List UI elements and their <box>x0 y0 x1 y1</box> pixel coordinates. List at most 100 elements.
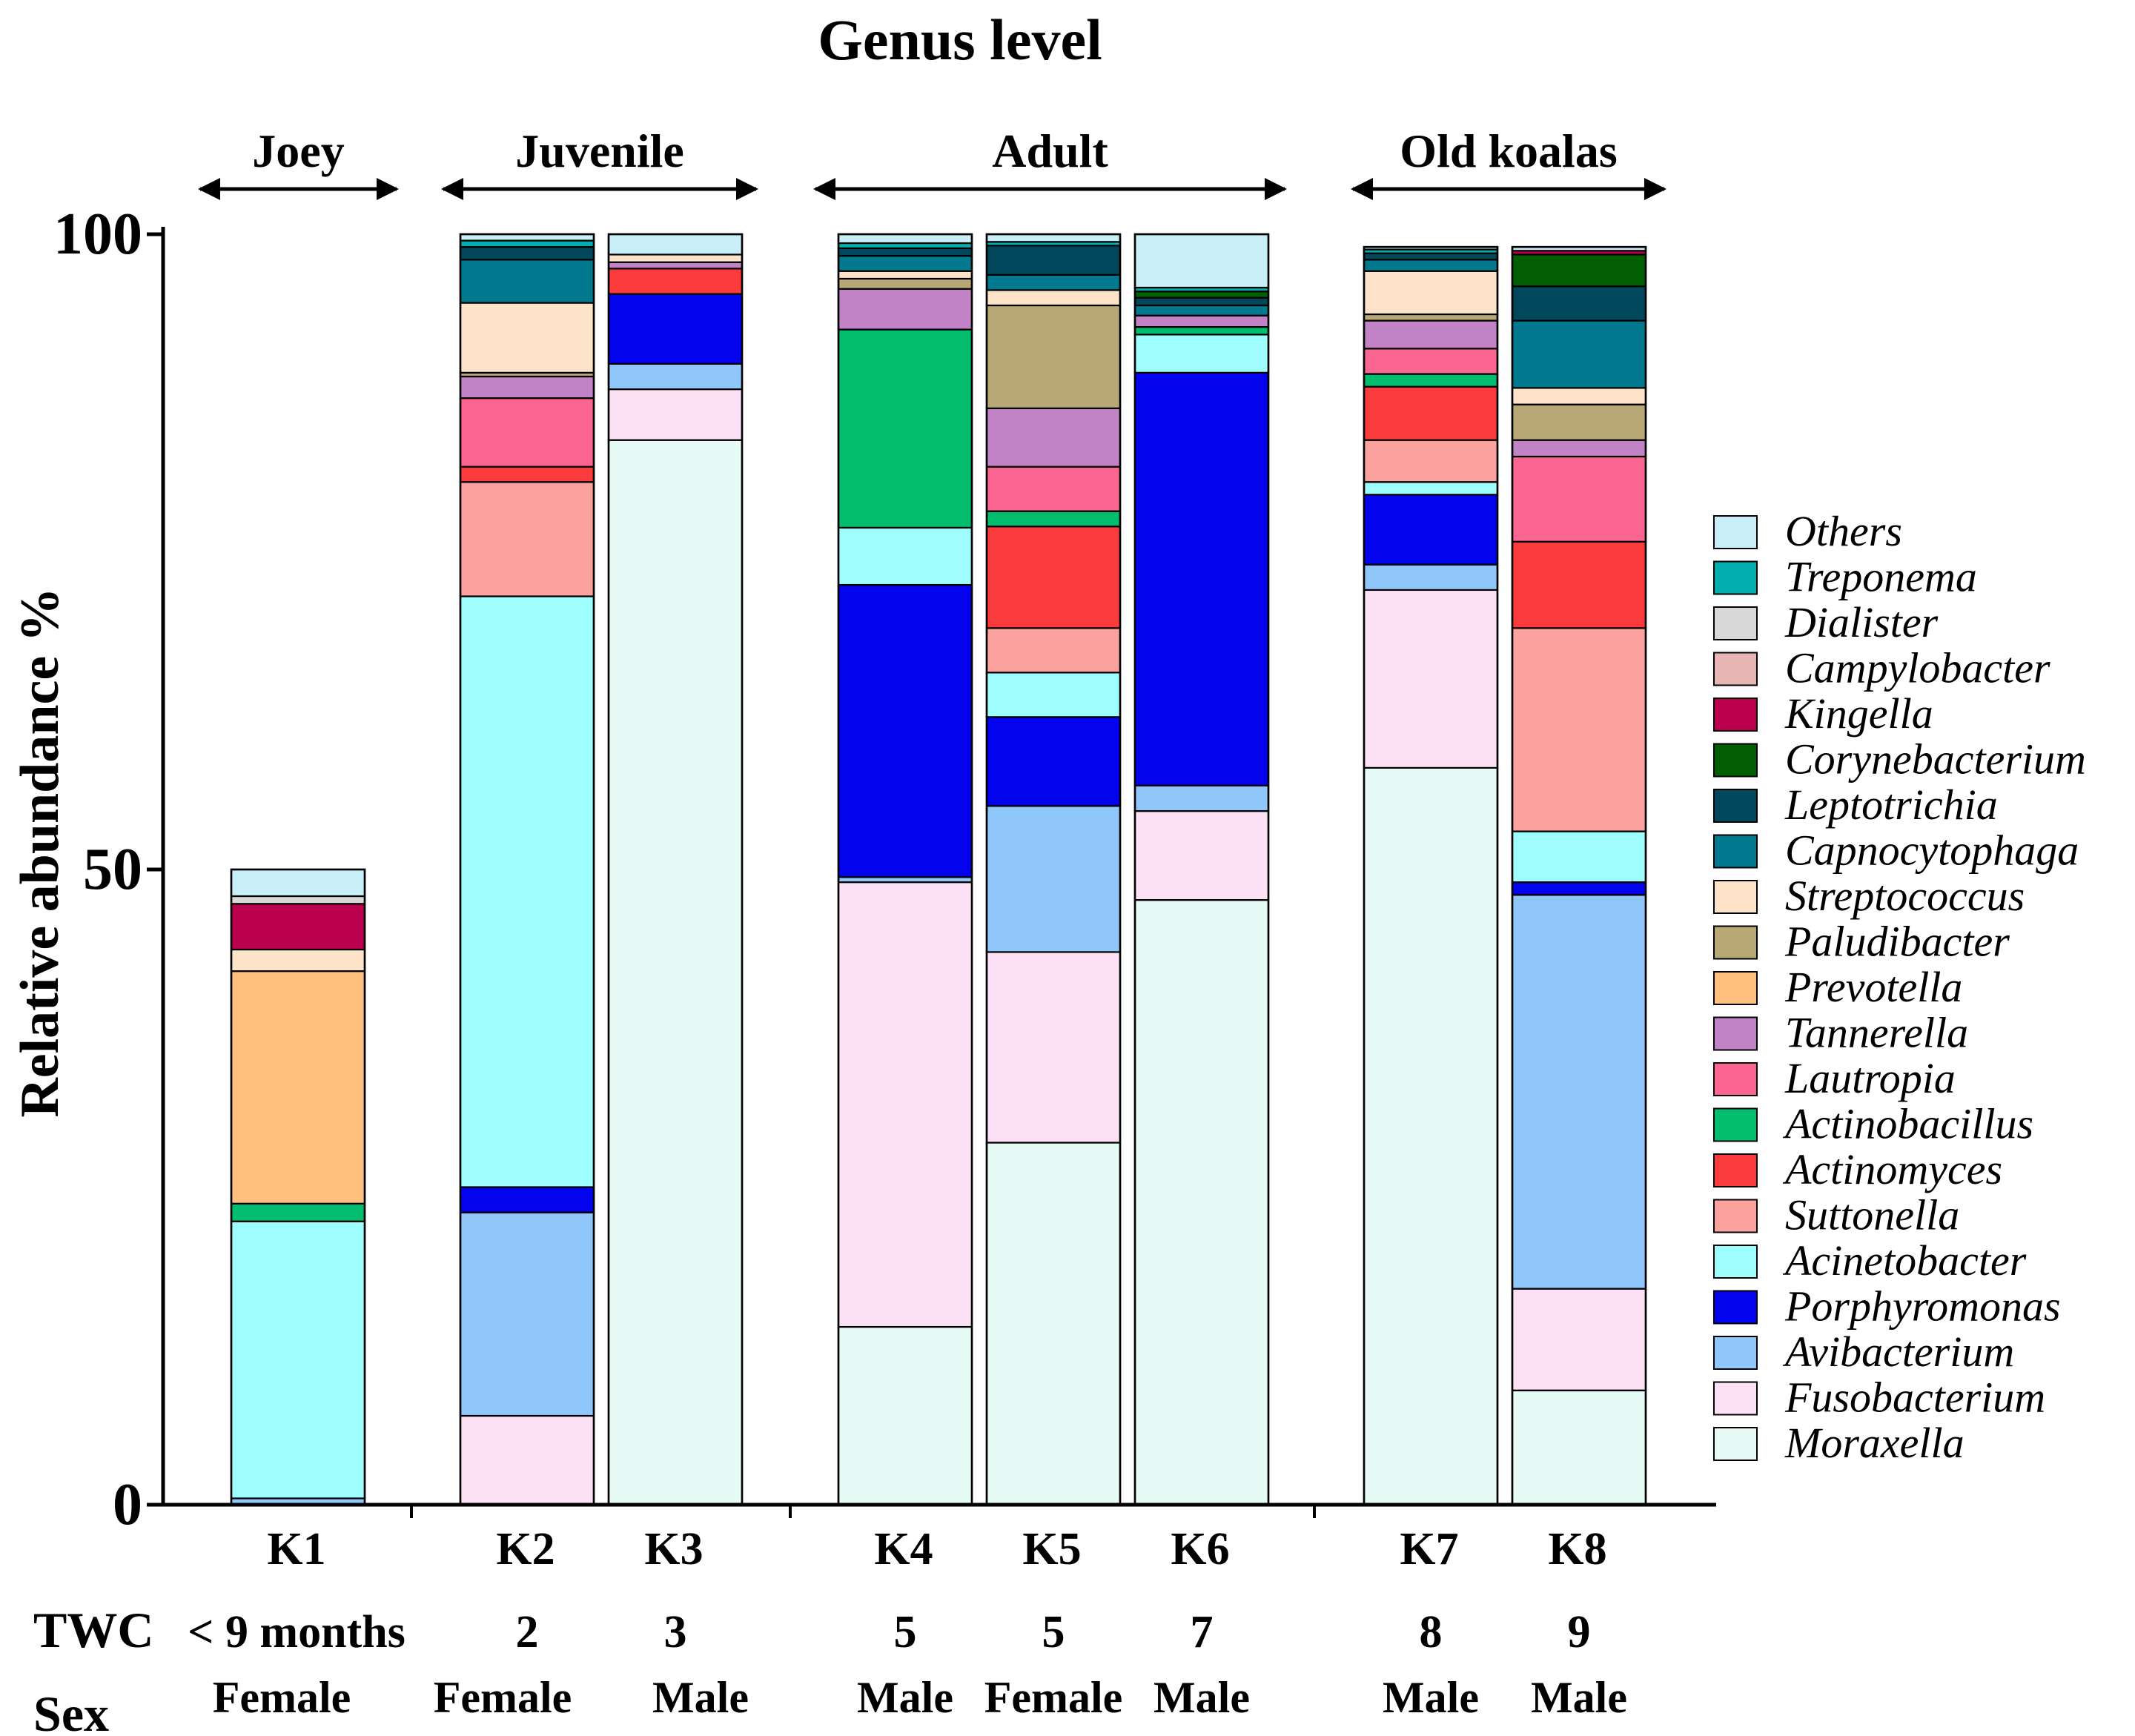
legend-label-treponema: Treponema <box>1785 553 1977 601</box>
bar-segment-k7-capnocytophaga <box>1363 259 1499 272</box>
bar-segment-k4-tannerella <box>837 288 973 331</box>
bar-segment-k1-dialister <box>230 895 366 905</box>
legend-swatch-avibacterium <box>1713 1336 1758 1370</box>
y-tick-label-0: 0 <box>113 1472 142 1537</box>
legend-label-prevotella: Prevotella <box>1784 963 1962 1011</box>
info-sex-k7: Male <box>1383 1673 1479 1722</box>
bar-segment-k1-kingella <box>230 903 366 951</box>
legend-swatch-prevotella <box>1713 971 1758 1005</box>
info-sex-k2: Female <box>434 1673 572 1722</box>
legend-label-paludibacter: Paludibacter <box>1784 918 2010 966</box>
bar-segment-k2-tannerella <box>459 375 595 400</box>
bar-segment-k4-paludibacter <box>837 277 973 290</box>
bar-segment-k2-treponema <box>459 239 595 248</box>
bar-segment-k6-moraxella <box>1133 899 1270 1506</box>
legend-swatch-others <box>1713 515 1758 549</box>
bar-segment-k3-fusobacterium <box>607 388 744 441</box>
bar-segment-k8-lautropia <box>1511 455 1647 543</box>
info-twc-k1: < 9 months <box>188 1607 406 1657</box>
bar-segment-k1-actinobacillus <box>230 1202 366 1222</box>
bar-segment-k2-actinomyces <box>459 466 595 483</box>
bar-segment-k8-porphyromonas <box>1511 881 1647 896</box>
bar-segment-k8-acinetobacter <box>1511 830 1647 884</box>
legend-label-moraxella: Moraxella <box>1784 1419 1964 1467</box>
bar-segment-k5-actinomyces <box>985 526 1122 629</box>
legend-label-actinomyces: Actinomyces <box>1782 1145 2002 1193</box>
info-row-label-sex: Sex <box>33 1686 109 1736</box>
bar-segment-k4-acinetobacter <box>837 526 973 586</box>
legend-label-avibacterium: Avibacterium <box>1782 1328 2014 1376</box>
legend-swatch-treponema <box>1713 560 1758 595</box>
legend-label-porphyromonas: Porphyromonas <box>1784 1282 2061 1331</box>
bar-segment-k5-fusobacterium <box>985 951 1122 1144</box>
bar-segment-k7-actinobacillus <box>1363 373 1499 388</box>
info-twc-k4: 5 <box>894 1607 917 1657</box>
group-label-4: Old koalas <box>1400 125 1617 177</box>
bar-segment-k2-avibacterium <box>459 1211 595 1417</box>
bar-segment-k1-acinetobacter <box>230 1220 366 1500</box>
bar-segment-k6-actinobacillus <box>1133 326 1270 336</box>
legend-swatch-fusobacterium <box>1713 1381 1758 1416</box>
bar-segment-k6-capnocytophaga <box>1133 304 1270 317</box>
bar-segment-k7-tannerella <box>1363 319 1499 350</box>
legend-label-dialister: Dialister <box>1784 598 1939 646</box>
bar-segment-k5-leptotrichia <box>985 245 1122 276</box>
bar-segment-k8-tannerella <box>1511 439 1647 458</box>
info-sex-k4: Male <box>857 1673 953 1722</box>
y-tick-label-100: 100 <box>53 202 142 267</box>
legend-label-lautropia: Lautropia <box>1784 1054 1956 1102</box>
legend-swatch-suttonella <box>1713 1199 1758 1233</box>
legend-label-streptococcus: Streptococcus <box>1785 872 2025 920</box>
x-tick-label-k1: K1 <box>267 1524 325 1574</box>
bar-segment-k4-capnocytophaga <box>837 255 973 272</box>
group-label-1: Joey <box>252 125 344 177</box>
bar-segment-k1-streptococcus <box>230 948 366 973</box>
legend-swatch-tannerella <box>1713 1016 1758 1051</box>
bar-segment-k5-suttonella <box>985 627 1122 674</box>
bar-segment-k6-others <box>1133 233 1270 289</box>
x-tick-label-k3: K3 <box>644 1524 703 1574</box>
bar-segment-k6-porphyromonas <box>1133 371 1270 786</box>
group-label-2: Juvenile <box>515 125 684 177</box>
bar-segment-k5-moraxella <box>985 1142 1122 1506</box>
legend-swatch-paludibacter <box>1713 925 1758 960</box>
bar-segment-k2-leptotrichia <box>459 246 595 261</box>
bar-segment-k2-lautropia <box>459 397 595 468</box>
legend-swatch-actinomyces <box>1713 1153 1758 1187</box>
bar-segment-k4-actinobacillus <box>837 328 973 529</box>
bar-segment-k5-lautropia <box>985 466 1122 512</box>
group-label-3: Adult <box>992 125 1108 177</box>
info-twc-k6: 7 <box>1191 1607 1214 1657</box>
bar-segment-k4-moraxella <box>837 1325 973 1506</box>
legend-label-suttonella: Suttonella <box>1785 1191 1959 1239</box>
info-sex-k3: Male <box>652 1673 749 1722</box>
bar-segment-k8-fusobacterium <box>1511 1288 1647 1391</box>
y-axis-label: Relative abundance % <box>10 587 70 1117</box>
legend-label-others: Others <box>1785 507 1902 555</box>
axes-layer: 0 50 100 <box>53 202 1716 1537</box>
bar-segment-k5-capnocytophaga <box>985 274 1122 291</box>
bar-segment-k8-moraxella <box>1511 1389 1647 1506</box>
bar-segment-k3-actinomyces <box>607 268 744 295</box>
info-twc-k3: 3 <box>664 1607 687 1657</box>
bar-segment-k7-leptotrichia <box>1363 252 1499 261</box>
legend-label-acinetobacter: Acinetobacter <box>1782 1236 2027 1285</box>
bar-segment-k7-paludibacter <box>1363 313 1499 322</box>
bar-segment-k7-acinetobacter <box>1363 481 1499 496</box>
legend-swatch-corynebacterium <box>1713 743 1758 778</box>
bar-segment-k7-suttonella <box>1363 439 1499 483</box>
bar-segment-k2-capnocytophaga <box>459 259 595 304</box>
bar-segment-k2-suttonella <box>459 481 595 597</box>
legend-swatch-dialister <box>1713 606 1758 640</box>
legend-swatch-streptococcus <box>1713 880 1758 914</box>
chart-title: Genus level <box>818 7 1102 72</box>
legend-swatch-moraxella <box>1713 1427 1758 1461</box>
bar-segment-k3-porphyromonas <box>607 293 744 365</box>
bar-segment-k4-leptotrichia <box>837 247 973 257</box>
bar-segment-k7-lautropia <box>1363 348 1499 375</box>
info-sex-k6: Male <box>1153 1673 1250 1722</box>
bar-segment-k2-acinetobacter <box>459 595 595 1188</box>
bar-segment-k5-tannerella <box>985 407 1122 468</box>
x-tick-label-k5: K5 <box>1022 1524 1081 1574</box>
info-row-label-twc: TWC <box>33 1602 153 1658</box>
